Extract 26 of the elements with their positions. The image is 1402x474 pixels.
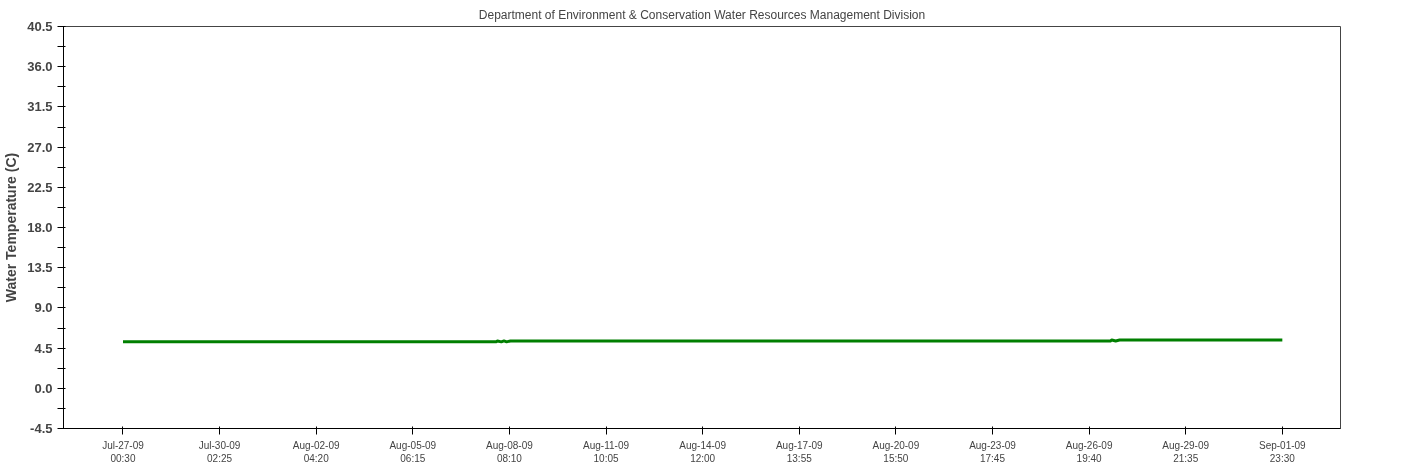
y-tick-label: 4.5: [34, 340, 53, 356]
x-tick-label: Jul-27-09 00:30: [102, 439, 145, 464]
y-tick-label: 36.0: [27, 59, 53, 75]
y-tick-label: -4.5: [30, 421, 53, 436]
chart-title: Department of Environment & Conservation Water Resources Management Division: [478, 7, 926, 22]
y-tick-label: 27.0: [27, 139, 53, 155]
y-tick-label: 0.0: [34, 380, 53, 396]
x-tick-label: Aug-14-09 12:00: [679, 439, 727, 464]
x-tick-label: Aug-05-09 06:15: [389, 439, 437, 464]
x-tick-label: Aug-26-09 19:40: [1065, 439, 1113, 464]
y-tick-label: 18.0: [27, 220, 53, 235]
x-tick-label: Jul-30-09 02:25: [198, 439, 241, 464]
y-tick-label: 31.5: [27, 99, 53, 115]
x-tick-label: Aug-11-09 10:05: [583, 439, 630, 464]
x-tick-label: Aug-17-09 13:55: [775, 439, 824, 464]
y-tick-label: 9.0: [34, 300, 53, 316]
x-tick-label: Aug-23-09 17:45: [969, 439, 1017, 464]
x-tick-label: Aug-08-09 08:10: [486, 439, 534, 464]
y-tick-label: 22.5: [27, 179, 53, 195]
y-axis-title: Water Temperature (C): [3, 152, 20, 303]
x-tick-label: Aug-02-09 04:20: [292, 439, 340, 464]
x-tick-label: Aug-29-09 21:35: [1162, 439, 1210, 464]
x-tick-label: Aug-20-09 15:50: [872, 439, 920, 464]
x-tick-label: Sep-01-09 23:30: [1258, 439, 1307, 464]
y-tick-label: 40.5: [27, 19, 53, 34]
y-tick-label: 13.5: [27, 260, 53, 276]
